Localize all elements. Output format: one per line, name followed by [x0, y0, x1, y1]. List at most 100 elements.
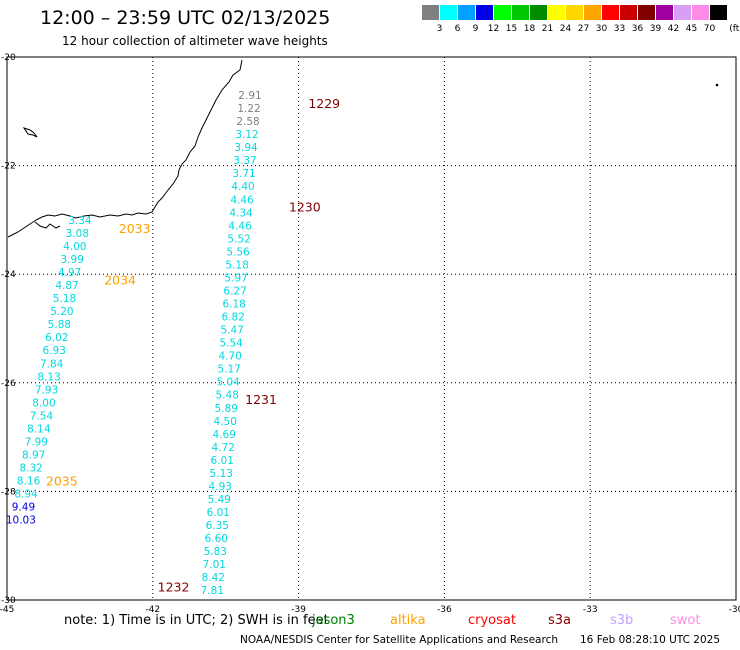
legend-swatch [422, 5, 439, 20]
legend-label: 39 [649, 24, 662, 34]
swh-value: 2.58 [236, 116, 259, 128]
legend-label: 33 [613, 24, 626, 34]
coast-island [22, 127, 38, 138]
swh-value: 8.14 [27, 423, 51, 435]
swh-value: 4.93 [209, 481, 232, 493]
swh-value: 6.35 [206, 520, 229, 532]
legend-swatch [476, 5, 493, 20]
swh-value: 4.87 [55, 280, 78, 292]
swh-value: 6.18 [222, 299, 245, 311]
page-title: 12:00 – 23:59 UTC 02/13/2025 [40, 7, 331, 29]
legend-swatch [512, 5, 529, 20]
satellite-cryosat: cryosat [468, 613, 516, 628]
lon-tick-label: -39 [291, 605, 306, 615]
swh-value: 8.42 [202, 572, 225, 584]
swh-tracks: 2.911.222.583.123.943.373.714.404.464.34… [6, 90, 262, 597]
swh-value: 4.46 [230, 194, 254, 206]
lat-tick-label: -28 [1, 487, 16, 497]
swh-value: 7.93 [35, 384, 58, 396]
coast-bay [34, 221, 61, 229]
legend-swatch [494, 5, 511, 20]
swh-value: 4.72 [212, 442, 235, 454]
swh-value: 8.00 [32, 397, 55, 409]
lat-tick-label: -22 [1, 162, 16, 172]
satellite-jason3: jason3 [312, 613, 355, 628]
lon-tick-label: -42 [145, 605, 160, 615]
swh-value: 6.27 [223, 285, 246, 297]
swh-value: 4.00 [63, 241, 86, 253]
axis-tick-labels: -45 -42 -39 -36 -33 -30 -20 -22 -24 -26 -28 -30 [0, 53, 740, 615]
legend-swatch [620, 5, 637, 20]
legend-swatch [584, 5, 601, 20]
swh-value: 5.18 [53, 293, 76, 305]
map-frame [6, 56, 737, 601]
generated-time: 16 Feb 08:28:10 UTC 2025 [580, 634, 720, 646]
time-label: 1232 [158, 579, 190, 594]
swh-value: 9.49 [12, 502, 35, 514]
lon-tick-label: -36 [437, 605, 452, 615]
swh-value: 5.18 [225, 259, 248, 271]
legend-swatch [710, 5, 727, 20]
swh-value: 8.94 [14, 489, 38, 501]
lat-tick-label: -30 [1, 596, 16, 606]
satellite-s3a: s3a [548, 613, 572, 628]
coastline [7, 59, 719, 238]
legend-label: 12 [487, 24, 500, 34]
swh-value: 6.01 [207, 507, 230, 519]
swh-value: 7.84 [40, 358, 64, 370]
swh-value: 5.48 [216, 390, 239, 402]
lon-tick-label: -45 [0, 605, 14, 615]
legend-swatch [440, 5, 457, 20]
legend-swatch [674, 5, 691, 20]
swh-value: 3.37 [233, 155, 256, 167]
swh-value: 3.99 [61, 254, 84, 266]
swh-value: 5.54 [219, 338, 243, 350]
swh-value: 8.32 [19, 463, 42, 475]
swh-value: 3.12 [235, 129, 258, 141]
swh-value: 3.71 [232, 168, 255, 180]
lon-tick-label: -30 [729, 605, 740, 615]
legend-label: 42 [667, 24, 680, 34]
swh-value: 7.99 [25, 436, 48, 448]
swh-value: 4.50 [214, 416, 237, 428]
swh-value: 7.54 [30, 410, 54, 422]
legend-label: 15 [505, 24, 518, 34]
lat-tick-label: -26 [1, 379, 16, 389]
swh-value: 8.97 [22, 449, 45, 461]
time-label: 2033 [119, 221, 151, 236]
swh-value: 3.34 [68, 215, 92, 227]
swh-value: 5.88 [48, 319, 71, 331]
legend-label: 45 [685, 24, 698, 34]
swh-value: 4.69 [213, 429, 236, 441]
lat-tick-label: -20 [1, 53, 16, 63]
legend-swatch [692, 5, 709, 20]
legend-unit: (ft) [729, 24, 740, 34]
legend-label: 6 [454, 24, 461, 34]
legend-label: 27 [577, 24, 590, 34]
swh-value: 7.01 [203, 559, 226, 571]
time-label: 1230 [289, 199, 321, 214]
lat-tick-label: -24 [1, 270, 16, 280]
swh-value: 5.20 [50, 306, 73, 318]
satellite-swot: swot [670, 613, 701, 628]
swh-value: 6.93 [43, 345, 66, 357]
legend-swatch [638, 5, 655, 20]
legend-label: 3 [436, 24, 443, 34]
swh-value: 6.01 [211, 455, 234, 467]
legend-label: 24 [559, 24, 572, 34]
swh-value: 10.03 [6, 515, 36, 527]
swh-value: 4.40 [231, 181, 254, 193]
legend-swatch [656, 5, 673, 20]
swh-value: 4.97 [58, 267, 81, 279]
graticule [7, 57, 736, 600]
swh-value: 5.97 [224, 272, 247, 284]
island-dot [715, 83, 719, 87]
swh-value: 1.22 [237, 103, 260, 115]
swh-value: 3.08 [66, 228, 89, 240]
swh-value: 4.46 [228, 220, 252, 232]
legend-label: 70 [703, 24, 716, 34]
swh-value: 5.52 [227, 233, 250, 245]
time-label: 1231 [245, 392, 277, 407]
legend-swatch [602, 5, 619, 20]
